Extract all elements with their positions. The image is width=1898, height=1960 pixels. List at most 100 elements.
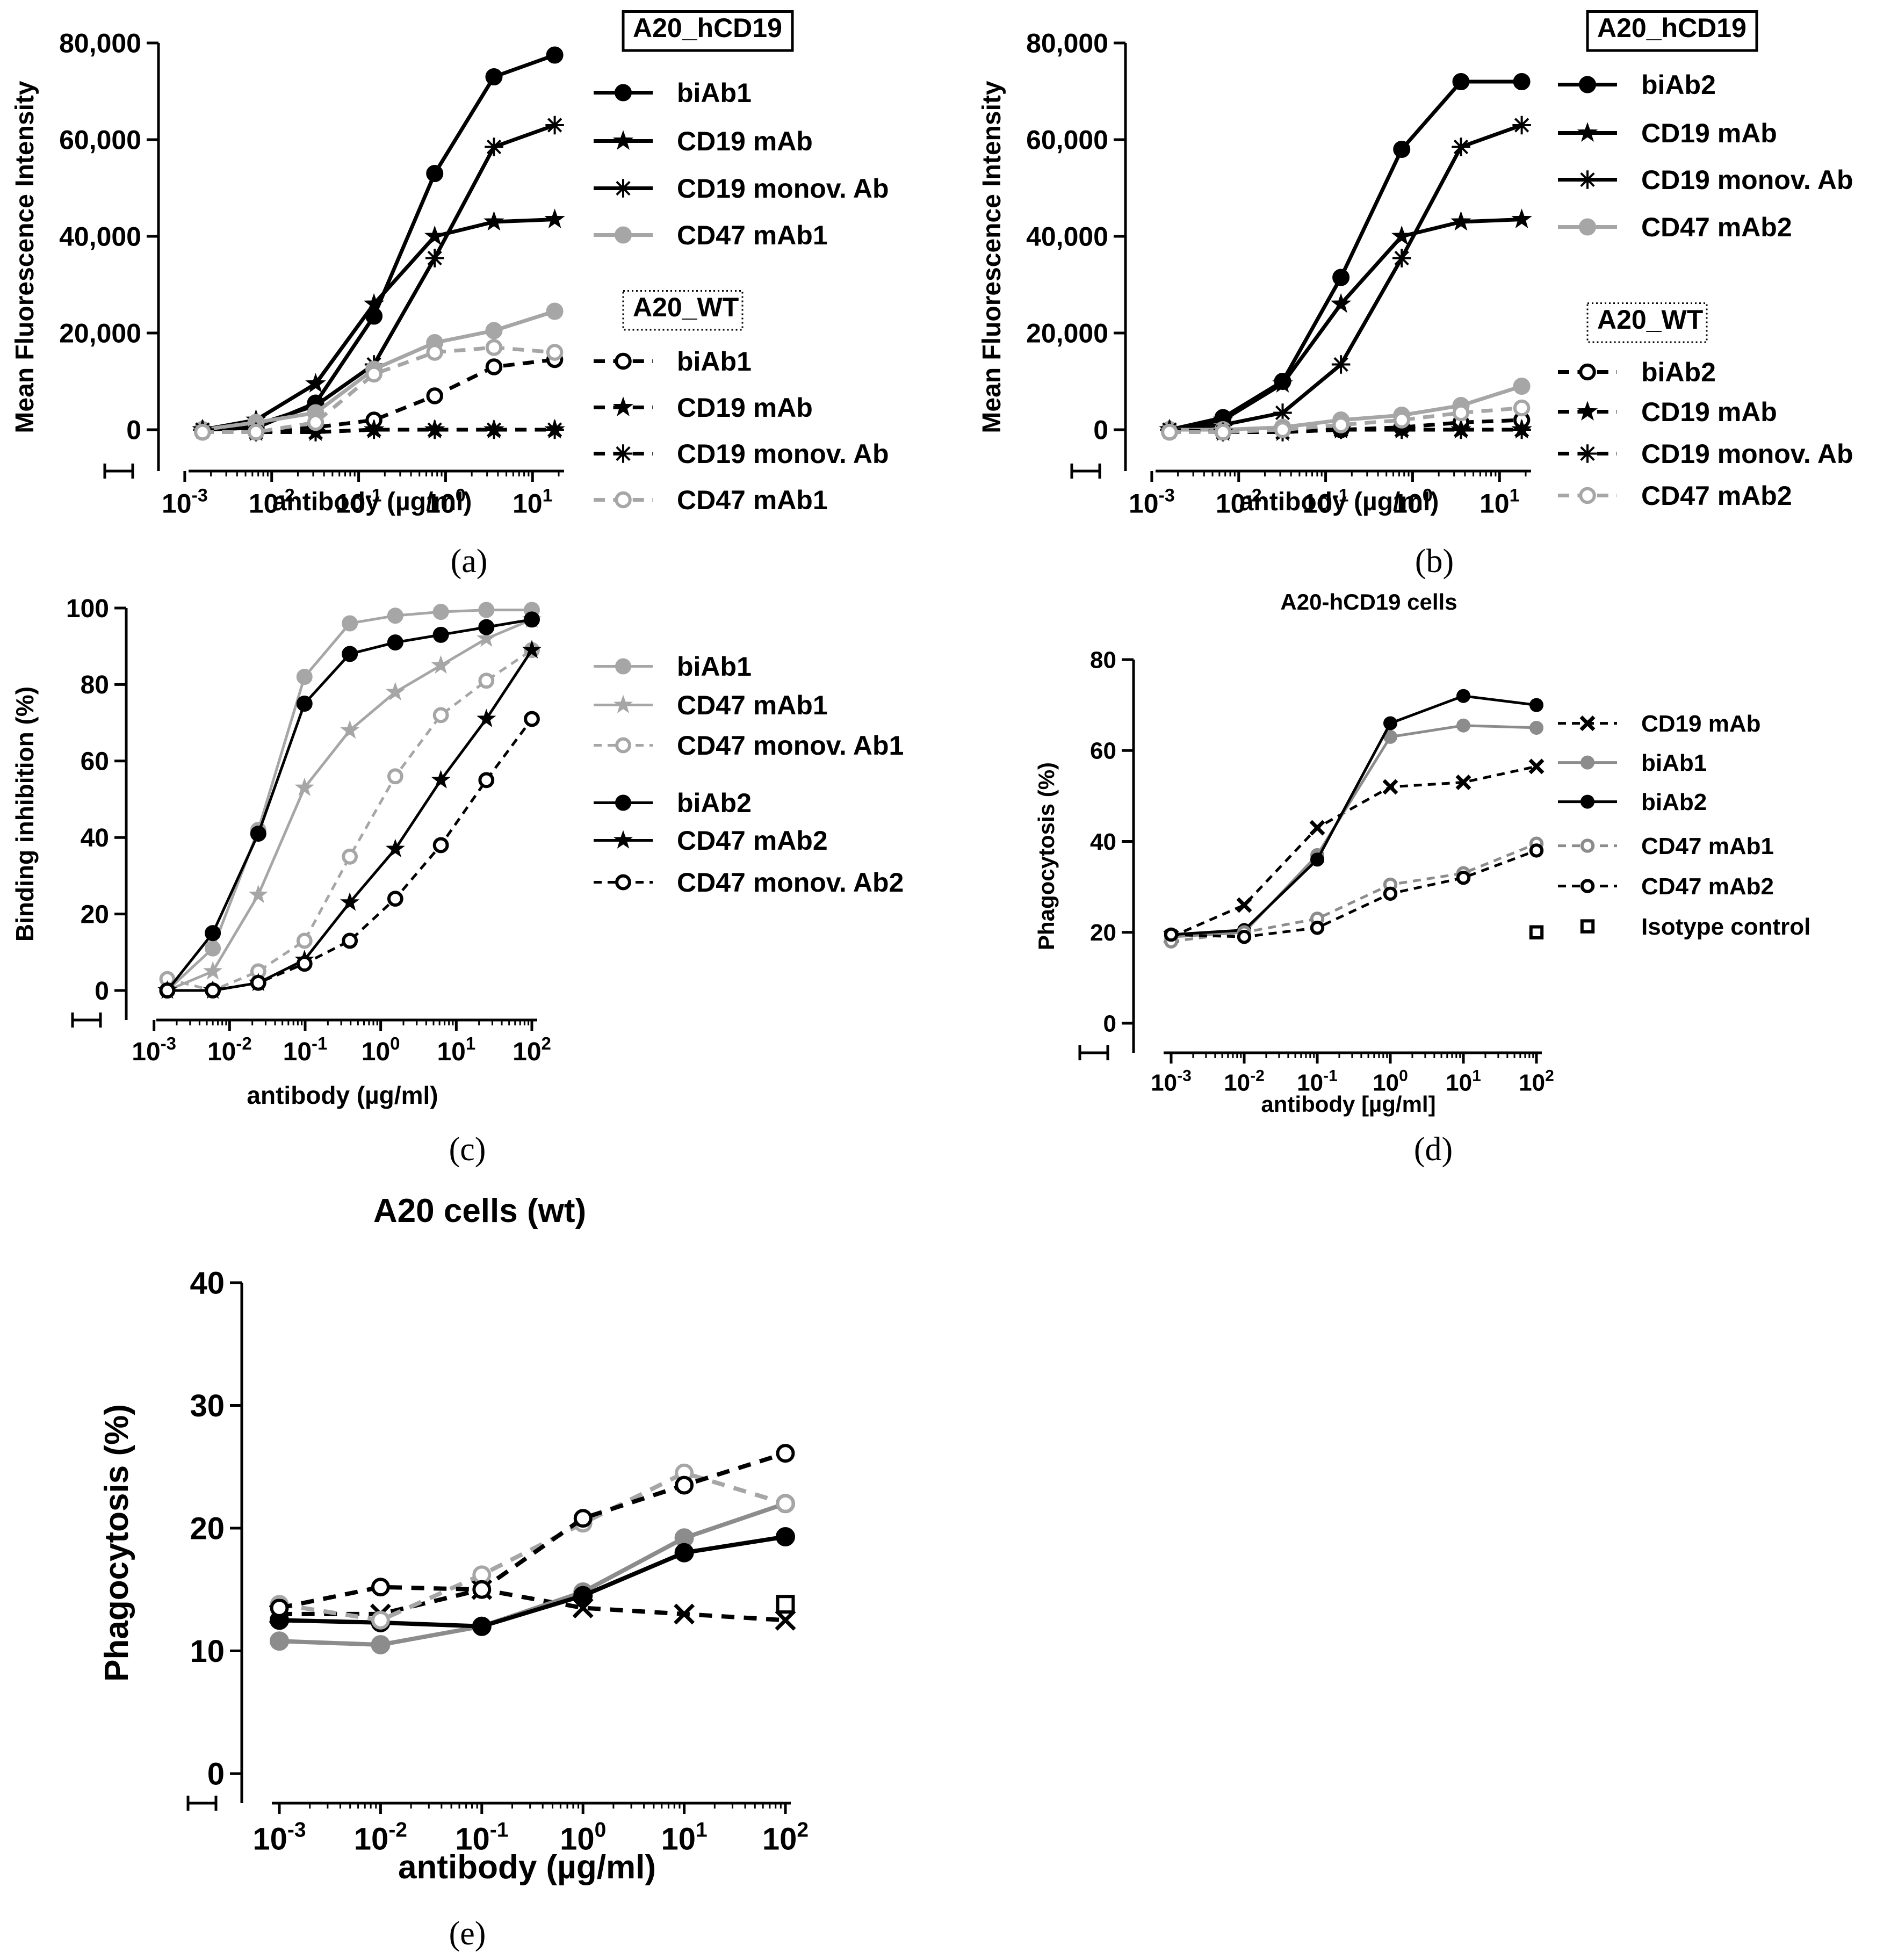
marker-filled-circle [205, 925, 221, 942]
x-tick-label: 10-3 [162, 486, 208, 519]
marker-filled-circle [432, 604, 449, 620]
marker-open-circle [485, 358, 503, 375]
x-tick-label: 100 [425, 486, 466, 519]
x-tick-label: 101 [1446, 1067, 1481, 1096]
marker-open-circle [472, 1580, 492, 1599]
marker-asterisk-stroke [1333, 357, 1348, 372]
x-axis-label: antibody [µg/ml] [1261, 1091, 1435, 1117]
marker-asterisk-stroke [547, 118, 562, 133]
legend-label: CD19 mAb [1641, 397, 1777, 427]
series-line-biab2 [1169, 79, 1522, 432]
x-tick-label: 10-2 [249, 486, 295, 519]
series-line-biab1 [1171, 724, 1537, 938]
y-tick-label: 20 [190, 1511, 225, 1546]
marker-open-circle [1310, 921, 1325, 935]
legend-label: CD47 mAb1 [677, 690, 828, 720]
panel-b: 0 20,000 40,000 60,000 80,000 10-3 10-2 10-1 100… [978, 10, 1853, 580]
series-isotype-control [1529, 925, 1544, 939]
marker-open-circle [1383, 886, 1398, 901]
marker-filled-circle [296, 696, 313, 712]
marker-open-circle [524, 711, 540, 727]
legend-group-title: A20_hCD19 [633, 13, 782, 43]
x-tick-label: 10-3 [1129, 486, 1175, 519]
x-tick-label: 10-1 [283, 1033, 328, 1066]
legend-group-box [1586, 302, 1708, 343]
marker-filled-circle [371, 1635, 391, 1655]
legend-label: CD47 monov. Ab2 [677, 867, 904, 898]
marker-star [340, 720, 360, 739]
marker-open-circle [1274, 421, 1291, 438]
marker-filled-circle [250, 826, 266, 842]
series-cd47-mab2 [270, 1444, 795, 1617]
marker-asterisk-stroke [1453, 422, 1469, 437]
marker-filled-circle [426, 165, 444, 182]
x-axis-label: antibody (µg/ml) [272, 488, 472, 516]
x-tick-label: 10-3 [132, 1033, 176, 1066]
marker-open-circle [615, 874, 631, 891]
y-axis-label: Mean Fluorescence Intensity [978, 81, 1006, 433]
marker-open-circle [342, 848, 358, 865]
x-tick-label: 10-1 [1303, 486, 1349, 519]
marker-open-circle [615, 737, 631, 754]
y-tick-label: 0 [1103, 1010, 1116, 1037]
y-tick-label: 0 [207, 1756, 225, 1791]
series-cd19-mab [192, 208, 565, 439]
marker-filled-circle [472, 1616, 492, 1636]
marker-star [305, 373, 326, 393]
marker-x-stroke [1236, 897, 1252, 913]
x-tick-label: 10-2 [1224, 1067, 1265, 1096]
series-cd47-mab2 [1164, 843, 1544, 944]
marker-filled-circle [485, 68, 503, 85]
marker-star [1577, 401, 1598, 421]
marker-asterisk-stroke [1580, 172, 1595, 187]
legend-label: biAb1 [677, 78, 752, 108]
marker-open-circle [1579, 363, 1596, 381]
marker-star [477, 628, 496, 647]
y-tick-label: 80 [1090, 647, 1116, 673]
x-tick-label: 10-2 [354, 1819, 407, 1857]
y-tick-label: 40 [1090, 829, 1116, 855]
marker-asterisk-stroke [427, 250, 442, 266]
x-tick-label: 101 [437, 1033, 475, 1066]
marker-open-circle [1214, 423, 1232, 441]
marker-filled-circle [1581, 794, 1594, 809]
marker-filled-circle [776, 1527, 795, 1546]
y-tick-label: 0 [95, 977, 109, 1006]
y-tick-label: 20 [1090, 920, 1116, 946]
series-line-cd47-monov-ab1 [167, 649, 533, 992]
marker-star [385, 838, 405, 857]
marker-star [1577, 122, 1598, 142]
marker-star [294, 777, 314, 797]
x-tick-label: 101 [661, 1819, 707, 1857]
y-tick-label: 20,000 [1026, 319, 1108, 349]
marker-open-circle [615, 491, 632, 509]
y-tick-label: 40 [81, 824, 109, 852]
marker-filled-circle [573, 1586, 593, 1605]
marker-star [1330, 293, 1352, 313]
series-line-cd19-mab [279, 1587, 786, 1623]
marker-filled-circle [1529, 720, 1543, 735]
marker-filled-circle [1332, 269, 1350, 286]
x-tick-label: 10-2 [1216, 486, 1262, 519]
x-tick-label: 10-3 [1151, 1067, 1192, 1096]
marker-star [1272, 373, 1293, 393]
marker-asterisk-stroke [1275, 405, 1290, 421]
x-tick-label: 10-1 [336, 486, 382, 519]
marker-open-circle [387, 891, 403, 907]
legend-label: CD19 monov. Ab [1641, 165, 1853, 195]
marker-open-circle [546, 344, 564, 361]
marker-filled-circle [615, 794, 631, 811]
y-tick-label: 40,000 [59, 222, 141, 252]
marker-x-stroke [1382, 779, 1398, 795]
marker-open-circle [432, 707, 449, 724]
legend-label: CD47 monov. Ab1 [677, 731, 904, 761]
marker-open-circle [426, 387, 443, 404]
series-line-biab2 [279, 1535, 786, 1629]
series-cd19-monov-ab [193, 115, 564, 439]
marker-open-circle [1237, 930, 1252, 944]
marker-asterisk-stroke [547, 422, 562, 437]
marker-open-square [776, 1595, 795, 1614]
marker-filled-circle [674, 1543, 694, 1563]
marker-x-stroke [1455, 775, 1471, 790]
marker-asterisk-stroke [1580, 446, 1595, 461]
